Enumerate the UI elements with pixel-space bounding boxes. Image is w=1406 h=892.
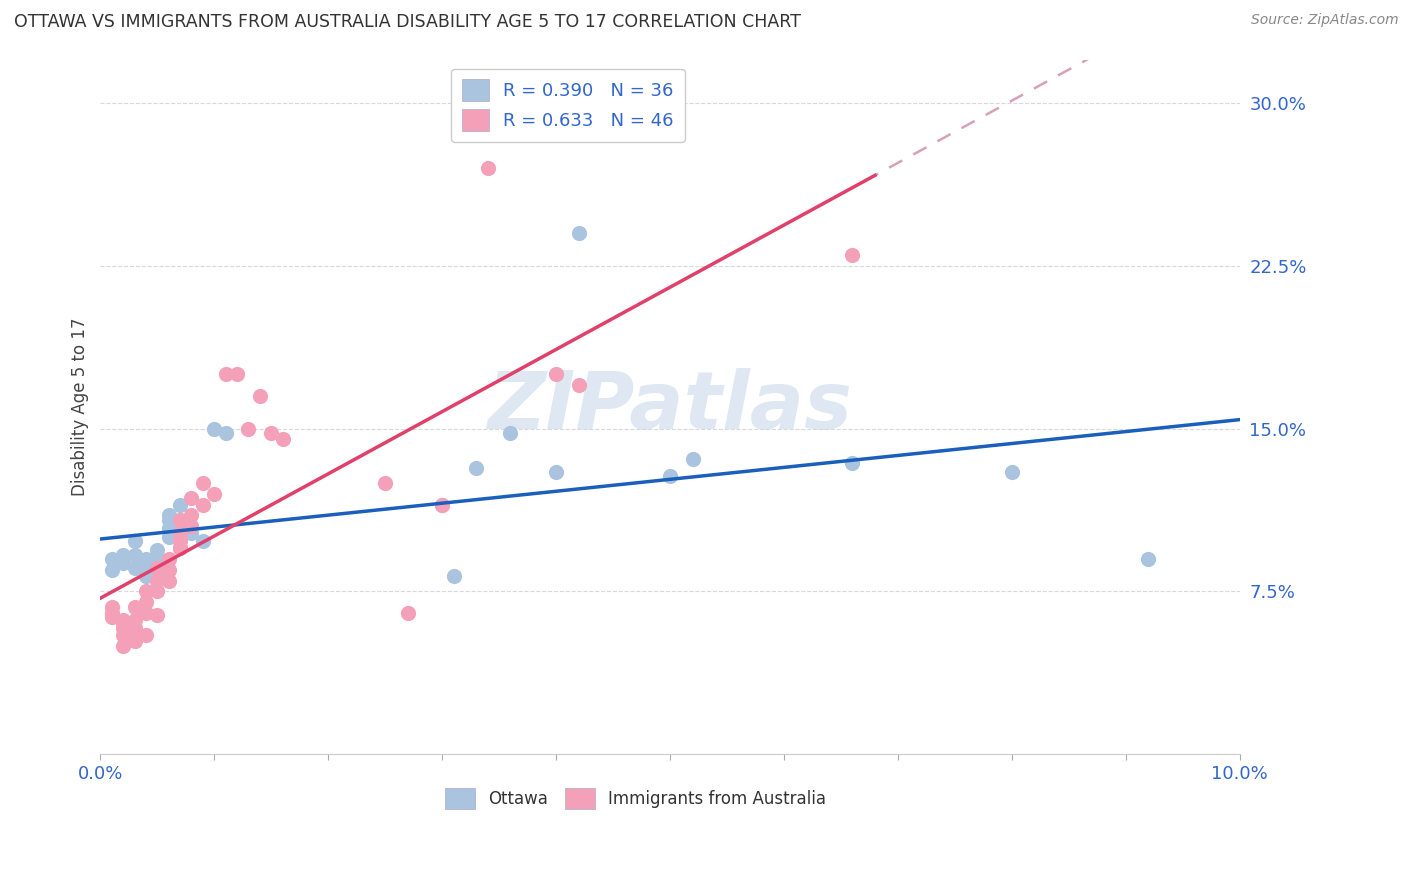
Point xyxy=(157,521,180,535)
Point xyxy=(180,491,202,505)
Point xyxy=(396,606,419,620)
Point xyxy=(100,606,122,620)
Point xyxy=(180,508,202,523)
Point xyxy=(112,639,135,653)
Point xyxy=(214,425,236,440)
Point xyxy=(191,534,214,549)
Legend: Ottawa, Immigrants from Australia: Ottawa, Immigrants from Australia xyxy=(439,781,832,815)
Point xyxy=(146,569,169,583)
Point xyxy=(157,513,180,527)
Point xyxy=(112,621,135,635)
Point xyxy=(499,425,522,440)
Point xyxy=(124,560,146,574)
Point xyxy=(157,508,180,523)
Point xyxy=(146,552,169,566)
Point xyxy=(260,425,283,440)
Point xyxy=(112,628,135,642)
Point xyxy=(112,613,135,627)
Point xyxy=(682,452,704,467)
Point xyxy=(169,525,191,540)
Point xyxy=(135,584,157,599)
Point xyxy=(157,563,180,577)
Point xyxy=(430,498,453,512)
Point xyxy=(238,422,260,436)
Point xyxy=(202,422,225,436)
Y-axis label: Disability Age 5 to 17: Disability Age 5 to 17 xyxy=(72,318,89,496)
Point xyxy=(841,248,863,262)
Point xyxy=(430,498,453,512)
Point xyxy=(169,498,191,512)
Point xyxy=(841,456,863,470)
Point xyxy=(100,552,122,566)
Point xyxy=(443,569,465,583)
Text: Source: ZipAtlas.com: Source: ZipAtlas.com xyxy=(1251,13,1399,28)
Point xyxy=(544,465,567,479)
Point xyxy=(100,563,122,577)
Point xyxy=(226,368,249,382)
Point xyxy=(169,541,191,555)
Point xyxy=(180,525,202,540)
Point xyxy=(135,595,157,609)
Point xyxy=(1137,552,1160,566)
Point xyxy=(658,469,681,483)
Point xyxy=(146,584,169,599)
Text: ZIPatlas: ZIPatlas xyxy=(488,368,852,446)
Point xyxy=(157,530,180,544)
Point xyxy=(157,574,180,588)
Point xyxy=(544,368,567,382)
Point xyxy=(271,433,294,447)
Point xyxy=(191,498,214,512)
Point xyxy=(135,560,157,574)
Point xyxy=(124,621,146,635)
Point xyxy=(169,513,191,527)
Point xyxy=(135,606,157,620)
Point xyxy=(135,628,157,642)
Point xyxy=(135,552,157,566)
Point xyxy=(374,475,396,490)
Point xyxy=(169,534,191,549)
Point xyxy=(112,617,135,632)
Point xyxy=(146,560,169,574)
Point xyxy=(214,368,236,382)
Point xyxy=(124,599,146,614)
Point xyxy=(112,548,135,562)
Text: OTTAWA VS IMMIGRANTS FROM AUSTRALIA DISABILITY AGE 5 TO 17 CORRELATION CHART: OTTAWA VS IMMIGRANTS FROM AUSTRALIA DISA… xyxy=(14,13,801,31)
Point xyxy=(169,541,191,555)
Point xyxy=(100,610,122,624)
Point xyxy=(568,226,591,240)
Point xyxy=(146,543,169,558)
Point xyxy=(202,487,225,501)
Point xyxy=(100,599,122,614)
Point xyxy=(191,475,214,490)
Point xyxy=(568,378,591,392)
Point xyxy=(124,634,146,648)
Point xyxy=(124,548,146,562)
Point xyxy=(146,560,169,574)
Point xyxy=(112,556,135,570)
Point xyxy=(477,161,499,175)
Point xyxy=(169,513,191,527)
Point xyxy=(124,613,146,627)
Point xyxy=(146,574,169,588)
Point xyxy=(157,552,180,566)
Point xyxy=(180,519,202,533)
Point xyxy=(249,389,271,403)
Point xyxy=(135,569,157,583)
Point xyxy=(1001,465,1024,479)
Point xyxy=(146,608,169,623)
Point xyxy=(124,534,146,549)
Point xyxy=(465,460,488,475)
